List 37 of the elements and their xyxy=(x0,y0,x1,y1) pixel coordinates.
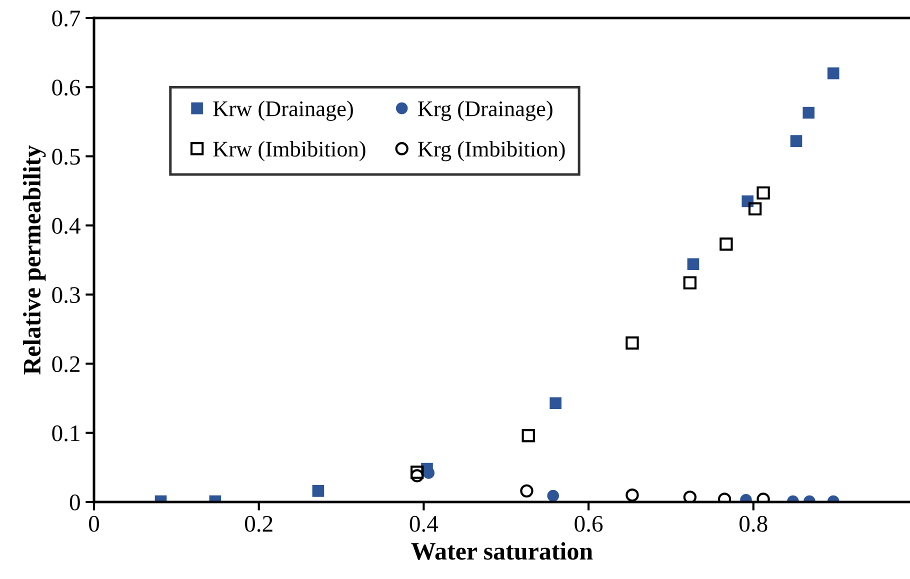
x-tick-label: 0.8 xyxy=(740,516,768,532)
point xyxy=(720,237,733,251)
x-axis-title: Water saturation xyxy=(411,542,593,560)
point xyxy=(626,488,639,502)
point xyxy=(748,202,762,216)
x-tick-label: 0.6 xyxy=(574,516,603,532)
y-tick-label: 0.3 xyxy=(52,287,80,304)
legend-label: Krw (Imbibition) xyxy=(213,141,366,162)
point xyxy=(422,467,435,479)
point xyxy=(790,135,802,147)
y-tick-label: 0.6 xyxy=(52,80,80,96)
point xyxy=(687,258,700,270)
point xyxy=(756,186,770,200)
point xyxy=(312,485,324,497)
x-tick-label: 0.4 xyxy=(410,516,438,532)
point xyxy=(547,490,560,502)
point xyxy=(626,336,639,350)
x-tick-label: 0 xyxy=(88,516,100,532)
legend-label: Krg (Imbibition) xyxy=(418,141,565,162)
point xyxy=(802,106,815,119)
y-tick-label: 0.5 xyxy=(52,148,80,165)
y-tick-label: 0 xyxy=(70,494,80,510)
y-axis-title: Relative permeability xyxy=(22,145,46,374)
point xyxy=(827,67,840,80)
y-tick-label: 0.4 xyxy=(52,218,80,234)
legend-label: Krw (Drainage) xyxy=(213,100,353,121)
y-tick-label: 0.7 xyxy=(52,10,80,27)
point xyxy=(683,276,697,290)
y-tick-label: 0.2 xyxy=(52,356,80,372)
point xyxy=(520,484,534,498)
x-tick-label: 0.2 xyxy=(244,516,272,532)
point xyxy=(550,397,562,410)
point xyxy=(410,466,424,479)
point xyxy=(522,429,535,442)
point xyxy=(683,490,697,502)
y-tick-label: 0.1 xyxy=(52,425,80,442)
legend-label: Krg (Drainage) xyxy=(418,100,552,121)
